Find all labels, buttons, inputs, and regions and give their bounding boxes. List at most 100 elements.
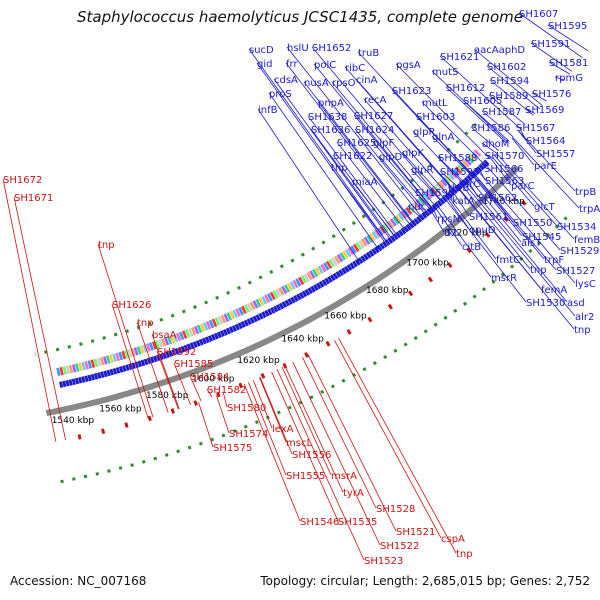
gene-label-sh1557: SH1557 <box>536 149 575 160</box>
gene-connector <box>407 205 422 219</box>
gene-label-hslu: hslU <box>287 43 309 54</box>
gene-connector <box>483 163 486 169</box>
gene-connector <box>439 170 459 188</box>
reverse-gene-arrow <box>304 352 309 358</box>
forward-gene-arrow <box>183 344 189 352</box>
gene-label-sh1527: SH1527 <box>556 266 595 277</box>
gene-connector <box>252 379 273 429</box>
gene-label-sh1529: SH1529 <box>560 246 599 257</box>
gene-connector <box>439 55 521 130</box>
cog-block <box>240 305 247 315</box>
cog-block <box>466 155 475 164</box>
cog-block <box>93 358 99 368</box>
reverse-gene-arrow <box>325 340 331 347</box>
gene-label-msrr: msrR <box>491 273 517 284</box>
gene-connector <box>444 198 527 303</box>
cog-block <box>109 354 114 363</box>
gene-label-sh1585: SH1585 <box>174 359 213 370</box>
forward-gene-arrow <box>413 218 420 225</box>
gene-label-trpb: trpB <box>575 187 596 198</box>
forward-gene-arrow <box>405 223 412 231</box>
gene-connector <box>355 78 456 191</box>
cog-block <box>331 257 338 266</box>
gene-label-sh1595: SH1595 <box>548 21 587 32</box>
gene-label-rpso: rpsO <box>332 78 356 89</box>
gene-label-sh1590: SH1590 <box>415 188 454 199</box>
gene-label-sh1591: SH1591 <box>531 39 570 50</box>
gene-label-pnpa: pnpA <box>318 98 344 109</box>
gene-connector <box>447 186 456 191</box>
cog-block <box>243 304 250 313</box>
cog-block <box>397 212 405 221</box>
gene-label-glpf: glpF <box>373 138 394 149</box>
reverse-gene-arrow <box>387 303 393 310</box>
reverse-gene-arrow <box>484 232 491 238</box>
forward-gene-arrow <box>122 365 127 372</box>
cog-block <box>363 236 371 245</box>
gene-connector <box>494 154 558 227</box>
gene-connector <box>363 98 450 197</box>
cog-block <box>133 347 139 356</box>
cog-block <box>278 287 285 296</box>
gene-label-sh1566: SH1566 <box>484 164 523 175</box>
backbone-ring <box>45 164 521 417</box>
cog-block <box>333 255 341 264</box>
kbp-tick-label: 1600 kbp <box>192 375 235 385</box>
gene-connector <box>303 81 415 224</box>
cog-block <box>272 290 279 299</box>
forward-gene-arrow <box>153 355 158 363</box>
gene-label-sh1588: SH1588 <box>438 153 477 164</box>
gene-connector <box>524 108 536 114</box>
gene-label-sh1570: SH1570 <box>485 151 524 162</box>
cog-block <box>360 238 368 247</box>
gene-connector <box>256 62 387 244</box>
forward-gene-arrow <box>162 352 167 360</box>
gene-label-sh1569: SH1569 <box>525 105 564 116</box>
cog-block <box>211 318 218 328</box>
gene-connector <box>173 362 191 406</box>
cog-block <box>151 341 157 350</box>
cog-block <box>148 342 154 351</box>
gene-connector <box>302 356 377 509</box>
cog-block <box>283 284 291 293</box>
gene-label-thrb: thrB <box>448 183 469 194</box>
gene-connector <box>470 126 500 152</box>
forward-gene-arrow <box>189 342 195 350</box>
cog-block <box>435 183 443 191</box>
gene-connector <box>2 178 57 442</box>
gene-connector <box>276 369 365 561</box>
gene-connector <box>415 115 474 176</box>
forward-gene-arrow <box>408 221 415 229</box>
forward-gene-arrow <box>330 274 336 282</box>
gene-label-glct: glcT <box>534 202 556 213</box>
cog-block <box>205 321 212 330</box>
forward-gene-arrow <box>131 362 136 370</box>
forward-gene-arrow <box>400 227 407 235</box>
gene-connector <box>310 128 393 240</box>
cog-block <box>457 164 465 173</box>
gene-label-sh1672: SH1672 <box>3 175 42 186</box>
gene-label-sh1546: SH1546 <box>300 517 339 528</box>
gene-connector <box>468 178 522 243</box>
cog-block <box>102 356 108 365</box>
forward-gene-arrow <box>368 250 375 257</box>
forward-gene-arrow <box>149 356 155 364</box>
gene-label-sucd: sucD <box>249 45 274 56</box>
gene-label-tnp: tnp <box>331 163 348 174</box>
gene-connector <box>473 48 543 107</box>
gene-label-mscl: mscL <box>286 438 312 449</box>
gene-label-gid: gid <box>257 59 272 70</box>
gene-connector <box>434 206 463 247</box>
cog-block <box>295 278 302 287</box>
gene-connector <box>410 168 442 202</box>
gene-label-polc: polC <box>314 60 336 71</box>
cog-block <box>405 206 413 215</box>
forward-gene-arrow <box>436 200 443 207</box>
cog-block <box>339 252 346 261</box>
gene-connector <box>547 24 589 52</box>
cog-block <box>78 362 83 372</box>
forward-gene-arrow <box>231 325 237 332</box>
reverse-gene-arrow <box>447 262 453 268</box>
cog-block <box>105 355 111 364</box>
